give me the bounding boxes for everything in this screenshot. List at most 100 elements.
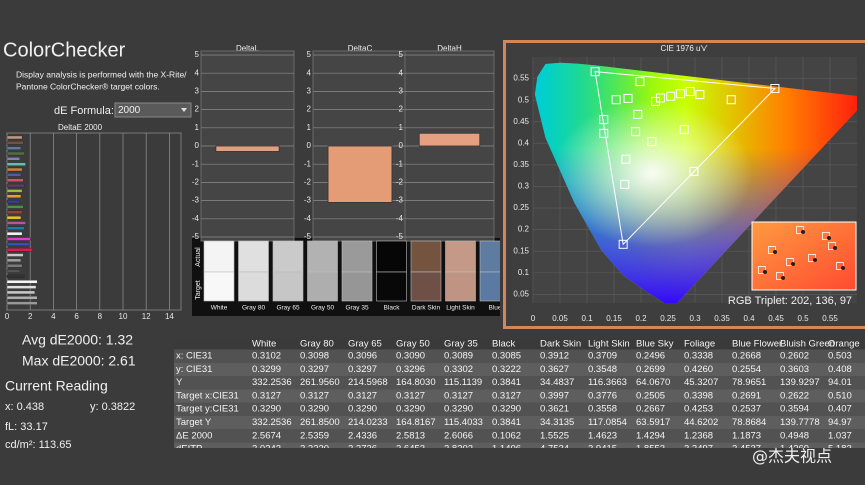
table-row xyxy=(174,389,865,403)
y-tick-label: 3 xyxy=(307,87,312,96)
y-tick-label: 0.3 xyxy=(518,182,530,191)
swatch-target xyxy=(479,271,500,302)
zoom-dot xyxy=(791,262,795,266)
table-cell: 0.3621 xyxy=(540,404,569,415)
table-cell: 164.8030 xyxy=(396,377,436,388)
table-cell: 139.9297 xyxy=(780,377,820,388)
target-point xyxy=(770,84,780,94)
bar xyxy=(6,162,26,166)
table-cell: 0.3398 xyxy=(684,390,713,401)
table-cell: 0.3558 xyxy=(588,404,617,415)
y-tick-label: -3 xyxy=(396,196,404,205)
table-cell: 0.3290 xyxy=(396,404,425,415)
x-tick-label: 0.3 xyxy=(689,314,701,323)
cie-chart: CIE 1976 u'v' 0 0.05 0.1 0.15 0.2 0.25 0.3 0.35 0… xyxy=(513,44,857,323)
target-point xyxy=(685,87,695,97)
swatch-target xyxy=(272,271,304,302)
table-cell: 117.0854 xyxy=(588,417,627,428)
table-cell: 0.3085 xyxy=(492,351,521,362)
row-label: x: CIE31 xyxy=(176,351,212,362)
bar xyxy=(6,173,22,177)
swatch-actual xyxy=(376,240,407,273)
column-header: Light Skin xyxy=(588,339,630,350)
description: Display analysis is performed with the X… xyxy=(16,69,187,79)
bar xyxy=(6,242,30,246)
table-cell: 1.1406 xyxy=(492,444,521,455)
y-tick-label: 0.4 xyxy=(518,138,530,147)
y-tick-label: 4 xyxy=(399,68,404,77)
reading-y: y: 0.3822 xyxy=(90,401,135,413)
y-tick-label: -4 xyxy=(192,214,200,223)
x-tick-label: 14 xyxy=(165,312,174,321)
table-cell: 0.4948 xyxy=(780,430,809,441)
swatch-label: White xyxy=(211,305,228,312)
table-cell: 0.3290 xyxy=(252,404,281,415)
y-tick-label: 4 xyxy=(195,68,200,77)
target-point xyxy=(695,90,705,100)
table-cell: 1.8553 xyxy=(636,444,665,455)
bar xyxy=(6,232,23,236)
dropdown-box[interactable] xyxy=(114,102,192,118)
x-tick-label: 6 xyxy=(74,312,79,321)
table-cell: 0.3089 xyxy=(444,351,473,362)
zoom-marker xyxy=(808,254,816,262)
readings: Avg dE2000: 1.32 Max dE2000: 2.61 Current … xyxy=(5,332,136,451)
swatch-actual xyxy=(272,240,304,273)
y-tick-label: -1 xyxy=(396,159,404,168)
y-tick-label: 0 xyxy=(399,141,404,150)
table-cell: 45.3207 xyxy=(684,377,718,388)
y-tick-label: -2 xyxy=(192,178,200,187)
table-cell: 164.8167 xyxy=(396,417,436,428)
bar xyxy=(418,132,481,147)
table-cell: 0.3290 xyxy=(348,404,377,415)
column-header: Dark Skin xyxy=(540,339,581,350)
x-tick-label: 0.1 xyxy=(581,314,593,323)
reading-fl: fL: 33.17 xyxy=(5,421,48,433)
swatches: Actual Target White Gray 80 Gray 65 Gray 50 Gr… xyxy=(195,240,500,312)
bar xyxy=(215,145,280,152)
bar xyxy=(6,151,25,156)
table-cell: 2.4537 xyxy=(732,444,761,455)
chart-title: CIE 1976 u'v' xyxy=(660,44,708,53)
target-point xyxy=(689,166,699,176)
y-tick-label: 1 xyxy=(307,123,312,132)
y-tick-label: 0 xyxy=(195,141,200,150)
y-tick-label: 2 xyxy=(399,105,404,114)
target-point xyxy=(590,67,600,77)
swatch-label: Light Skin xyxy=(446,305,475,312)
bar xyxy=(6,248,33,252)
table-cell: 0.3127 xyxy=(492,390,521,401)
bar xyxy=(6,274,25,279)
dropdown-arrow[interactable] xyxy=(181,108,187,112)
chart-title: DeltaE 2000 xyxy=(58,123,103,132)
table-cell: 0.3603 xyxy=(780,364,809,375)
table-cell: 0.3098 xyxy=(300,351,329,362)
target-point xyxy=(599,115,609,125)
zoom-marker xyxy=(776,272,784,280)
formula-dropdown[interactable]: 2000 xyxy=(114,102,192,118)
table-cell: 0.2668 xyxy=(732,351,761,362)
table-cell: 0.1062 xyxy=(492,430,521,441)
gamut-white xyxy=(534,62,857,303)
table-cell: 0.2691 xyxy=(732,390,761,401)
table-cell: 332.2536 xyxy=(252,417,292,428)
zoom-dot xyxy=(773,250,777,254)
table-cell: 0.3841 xyxy=(492,377,521,388)
table-cell: 0.3127 xyxy=(252,390,281,401)
y-tick-label: 0.35 xyxy=(513,160,529,169)
swatch-actual xyxy=(410,240,442,273)
bar xyxy=(6,178,24,182)
zoom-marker xyxy=(822,232,830,240)
column-header: Bluish Green xyxy=(780,339,835,350)
target-point xyxy=(679,125,689,135)
table-cell: 0.3090 xyxy=(396,351,425,362)
table-cell: 2.0242 xyxy=(252,444,281,455)
table-cell: 115.1139 xyxy=(444,377,482,388)
table-cell: 0.2554 xyxy=(732,364,761,375)
bar xyxy=(6,157,20,161)
dropdown-value[interactable]: 2000 xyxy=(118,105,141,116)
table-cell: 0.2496 xyxy=(636,351,665,362)
deltae-chart: DeltaE 2000 0 2 4 6 8 10 12 14 xyxy=(5,123,182,321)
y-tick-label: -4 xyxy=(396,214,404,223)
bar xyxy=(6,146,22,150)
